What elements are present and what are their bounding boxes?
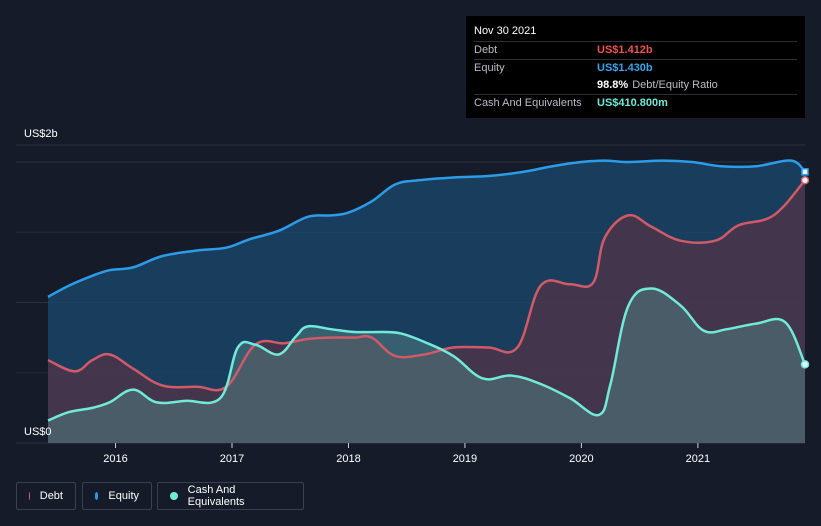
tooltip-equity-label: Equity xyxy=(474,62,505,74)
equity-dot-icon xyxy=(95,492,99,500)
legend-equity-label: Equity xyxy=(108,490,139,502)
tooltip-panel: Nov 30 2021 Debt US$1.412b Equity US$1.4… xyxy=(466,16,805,118)
tooltip-date: Nov 30 2021 xyxy=(474,25,537,37)
xtick-label: 2018 xyxy=(336,453,360,465)
cash-and-equivalents-line xyxy=(47,287,807,422)
legend-item-cash[interactable]: Cash And Equivalents xyxy=(157,482,304,510)
series-areas xyxy=(48,160,805,443)
xtick-label: 2016 xyxy=(103,453,127,465)
tooltip-ratio-spacer xyxy=(474,77,597,94)
equity-end-marker xyxy=(801,168,809,176)
tooltip-row-cash: Cash And Equivalents US$410.800m xyxy=(474,94,797,112)
debt-end-marker xyxy=(800,176,810,185)
legend-cash-label: Cash And Equivalents xyxy=(187,484,245,508)
cash-dot-icon xyxy=(170,492,178,500)
debt-line xyxy=(47,179,806,392)
legend-debt-label: Debt xyxy=(39,490,63,502)
tooltip-cash-value: US$410.800m xyxy=(597,97,668,109)
debt-dot-icon xyxy=(29,492,30,500)
series-lines xyxy=(47,159,807,422)
tooltip-ratio-label: Debt/Equity Ratio xyxy=(632,79,718,91)
tooltip-ratio-value: 98.8% xyxy=(597,79,629,91)
tooltip-equity-value: US$1.430b xyxy=(597,62,653,74)
cash-and-equivalents-area xyxy=(48,288,805,443)
cash-and-equivalents-end-marker xyxy=(800,360,810,369)
equity-line xyxy=(47,159,806,298)
ytick-label-zero: US$0 xyxy=(24,426,52,438)
tooltip-debt-value: US$1.412b xyxy=(597,44,653,56)
ytick-label-top: US$2b xyxy=(24,128,58,140)
tooltip-row-debt: Debt US$1.412b xyxy=(474,41,797,59)
xtick-label: 2017 xyxy=(220,453,244,465)
x-axis-ticks: 2016 2017 2018 2019 2020 2021 xyxy=(103,443,710,465)
tooltip-cash-label: Cash And Equivalents xyxy=(474,97,582,109)
tooltip-row-ratio: 98.8% Debt/Equity Ratio xyxy=(474,77,797,94)
xtick-label: 2021 xyxy=(686,453,710,465)
xtick-label: 2019 xyxy=(453,453,477,465)
tooltip-debt-label: Debt xyxy=(474,44,498,56)
end-markers xyxy=(800,168,810,369)
legend-item-debt[interactable]: Debt xyxy=(16,482,76,510)
legend-item-equity[interactable]: Equity xyxy=(82,482,152,510)
tooltip-row-equity: Equity US$1.430b xyxy=(474,59,797,77)
xtick-label: 2020 xyxy=(569,453,593,465)
